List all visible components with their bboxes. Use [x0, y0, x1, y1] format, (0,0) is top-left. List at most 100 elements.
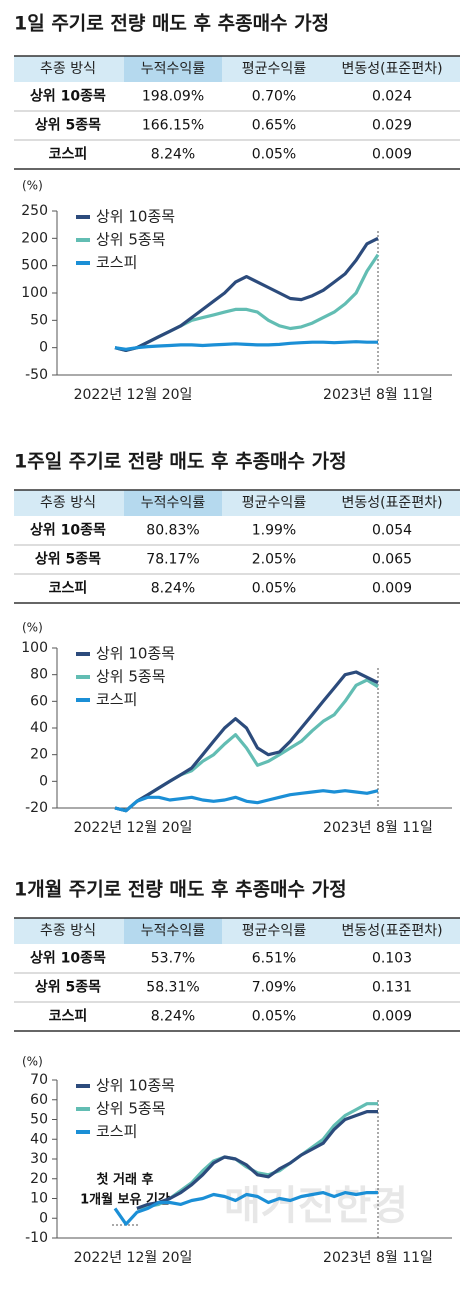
x-tick-label: 2022년 12월 20일: [74, 387, 193, 403]
y-tick-label: 40: [30, 720, 48, 736]
y-tick-label: 70: [30, 1072, 48, 1088]
table-header-bg: [14, 490, 460, 516]
y-tick-label: 100: [21, 640, 48, 656]
legend-label: 상위 10종목: [96, 1077, 175, 1095]
table-header: 누적수익률: [141, 495, 206, 511]
table-header-highlight: [124, 918, 222, 944]
table-header-bg: [14, 918, 460, 944]
table-header: 변동성(표준편차): [341, 495, 442, 511]
legend-label: 상위 10종목: [96, 645, 175, 663]
legend-label: 상위 5종목: [96, 668, 166, 686]
table-cell: 0.05%: [252, 147, 296, 163]
legend-label: 상위 5종목: [96, 1100, 166, 1118]
y-tick-label: 60: [30, 1092, 48, 1108]
y-tick-label: -50: [25, 367, 48, 383]
y-tick-label: -20: [25, 800, 48, 816]
table-cell: 80.83%: [146, 523, 199, 539]
x-tick-label: 2023년 8월 11일: [323, 1250, 433, 1266]
table-cell: 198.09%: [142, 89, 204, 105]
y-tick-label: 0: [39, 773, 48, 789]
table-header: 평균수익률: [242, 923, 307, 939]
y-tick-label: 20: [30, 747, 48, 763]
y-tick-label: 200: [21, 230, 48, 246]
table-cell: 0.65%: [252, 118, 296, 134]
series-line: [113, 1191, 378, 1226]
table-cell: 상위 10종목: [30, 951, 106, 967]
table-cell: 상위 10종목: [30, 523, 106, 539]
y-tick-label: 50: [30, 312, 48, 328]
y-tick-label: 80: [30, 667, 48, 683]
table-cell: 6.51%: [252, 951, 296, 967]
table-header: 누적수익률: [141, 923, 206, 939]
legend-label: 상위 10종목: [96, 208, 175, 226]
watermark: 매거진한경: [224, 1183, 408, 1229]
table-cell: 코스피: [49, 1009, 88, 1025]
table-cell: 0.024: [372, 89, 412, 105]
x-tick-label: 2022년 12월 20일: [74, 820, 193, 836]
table-header-highlight: [124, 490, 222, 516]
section-title: 1일 주기로 전량 매도 후 추종매수 가정: [14, 13, 329, 35]
table-cell: 8.24%: [151, 581, 195, 597]
table-header-highlight: [124, 56, 222, 82]
table-cell: 1.99%: [252, 523, 296, 539]
series-line: [114, 340, 378, 351]
y-axis-label: (%): [22, 621, 43, 635]
table-header: 평균수익률: [242, 61, 307, 77]
table-cell: 0.029: [372, 118, 412, 134]
y-tick-label: 60: [30, 693, 48, 709]
series-line: [136, 1110, 378, 1210]
table-cell: 78.17%: [146, 552, 199, 568]
table-cell: 0.009: [372, 581, 412, 597]
table-cell: 8.24%: [151, 147, 195, 163]
table-header: 변동성(표준편차): [341, 61, 442, 77]
table-cell: 0.009: [372, 1009, 412, 1025]
y-tick-label: 0: [39, 1210, 48, 1226]
annotation: 첫 거래 후: [97, 1172, 154, 1188]
y-tick-label: 30: [30, 1151, 48, 1167]
table-cell: 0.05%: [252, 1009, 296, 1025]
series-line: [114, 253, 380, 352]
y-axis-label: (%): [22, 1055, 43, 1069]
table-cell: 8.24%: [151, 1009, 195, 1025]
table-cell: 상위 5종목: [35, 552, 101, 568]
table-header: 변동성(표준편차): [341, 923, 442, 939]
y-tick-label: 50: [30, 1112, 48, 1128]
table-cell: 166.15%: [142, 118, 204, 134]
table-header: 평균수익률: [242, 495, 307, 511]
table-cell: 0.009: [372, 147, 412, 163]
y-tick-label: 500: [21, 258, 48, 274]
table-cell: 코스피: [49, 147, 88, 163]
series-line: [114, 670, 379, 813]
table-header: 누적수익률: [141, 61, 206, 77]
y-tick-label: 20: [30, 1171, 48, 1187]
table-header: 추종 방식: [40, 495, 96, 511]
table-cell: 0.054: [372, 523, 412, 539]
table-cell: 0.70%: [252, 89, 296, 105]
y-axis-label: (%): [22, 179, 43, 193]
table-cell: 58.31%: [146, 980, 199, 996]
table-cell: 코스피: [49, 581, 88, 597]
legend-label: 상위 5종목: [96, 231, 166, 249]
table-cell: 2.05%: [252, 552, 296, 568]
table-cell: 상위 10종목: [30, 89, 106, 105]
table-header: 추종 방식: [40, 923, 96, 939]
y-tick-label: -10: [25, 1230, 48, 1246]
section-title: 1개월 주기로 전량 매도 후 추종매수 가정: [14, 879, 347, 901]
legend-label: 코스피: [96, 254, 137, 272]
legend-label: 코스피: [96, 691, 137, 709]
x-tick-label: 2022년 12월 20일: [74, 1250, 193, 1266]
table-cell: 0.131: [372, 980, 412, 996]
table-cell: 0.05%: [252, 581, 296, 597]
series-line: [114, 236, 379, 352]
series-line: [114, 789, 379, 813]
legend-label: 코스피: [96, 1123, 137, 1141]
table-cell: 상위 5종목: [35, 980, 101, 996]
table-cell: 53.7%: [151, 951, 195, 967]
table-cell: 0.065: [372, 552, 412, 568]
table-header: 추종 방식: [40, 61, 96, 77]
x-tick-label: 2023년 8월 11일: [323, 387, 433, 403]
x-tick-label: 2023년 8월 11일: [323, 820, 433, 836]
y-tick-label: 10: [30, 1191, 48, 1207]
y-tick-label: 250: [21, 203, 48, 219]
table-cell: 7.09%: [252, 980, 296, 996]
